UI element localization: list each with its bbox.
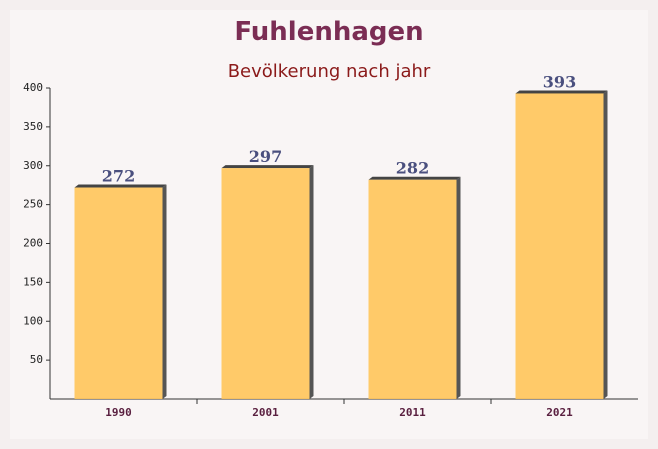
- x-tick-label: 2001: [252, 406, 279, 419]
- chart-subtitle: Bevölkerung nach jahr: [228, 61, 431, 82]
- bar: [368, 179, 457, 399]
- bar-shadow: [162, 184, 167, 399]
- bar-shadow-top: [515, 90, 608, 94]
- bar: [74, 187, 163, 399]
- bar-shadow-top: [368, 176, 461, 180]
- y-tick-label: 250: [23, 198, 43, 211]
- y-tick-label: 400: [23, 81, 43, 94]
- y-tick-label: 350: [23, 120, 43, 133]
- bar-shadow: [603, 90, 608, 399]
- y-tick-label: 100: [23, 314, 43, 327]
- bar-shadow-top: [221, 165, 314, 169]
- bar-shadow-top: [74, 184, 167, 188]
- x-tick-label: 2011: [399, 406, 426, 419]
- y-tick-label: 200: [23, 237, 43, 250]
- y-tick-label: 150: [23, 275, 43, 288]
- value-label: 297: [249, 147, 282, 166]
- x-tick-label: 1990: [105, 406, 132, 419]
- bar: [515, 93, 604, 399]
- value-label: 282: [396, 159, 429, 178]
- value-label: 272: [102, 167, 135, 186]
- y-tick-label: 300: [23, 159, 43, 172]
- chart-title: Fuhlenhagen: [234, 17, 423, 47]
- value-label: 393: [543, 72, 576, 91]
- bar: [221, 168, 310, 399]
- bar-shadow: [456, 176, 461, 399]
- bar-shadow: [309, 165, 314, 399]
- x-tick-label: 2021: [546, 406, 573, 419]
- y-tick-label: 50: [30, 353, 43, 366]
